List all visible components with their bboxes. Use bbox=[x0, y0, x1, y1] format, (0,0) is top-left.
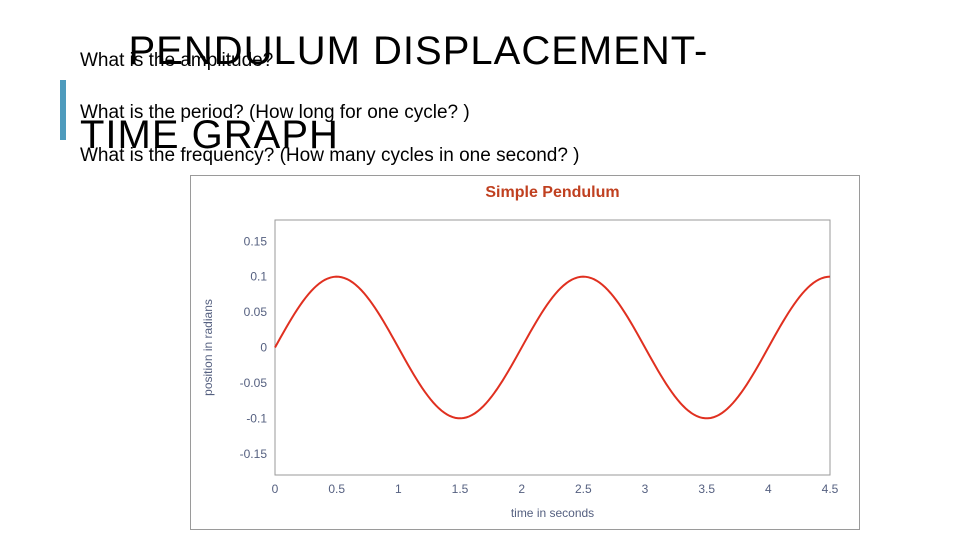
question-frequency: What is the frequency? (How many cycles … bbox=[80, 145, 580, 167]
chart-svg: 0 0.5 1 1.5 2 2.5 3 3.5 4 4.5 -0.15 -0.1 -0.05 0 0.05 0… bbox=[190, 175, 860, 530]
svg-text:3.5: 3.5 bbox=[698, 482, 715, 496]
svg-text:0.5: 0.5 bbox=[328, 482, 345, 496]
svg-text:2: 2 bbox=[518, 482, 525, 496]
svg-text:2.5: 2.5 bbox=[575, 482, 592, 496]
accent-bar bbox=[60, 80, 66, 140]
svg-text:4: 4 bbox=[765, 482, 772, 496]
svg-text:1.5: 1.5 bbox=[452, 482, 469, 496]
svg-text:position in radians: position in radians bbox=[201, 299, 215, 396]
svg-text:-0.15: -0.15 bbox=[240, 447, 268, 461]
svg-text:-0.1: -0.1 bbox=[246, 411, 267, 425]
svg-text:4.5: 4.5 bbox=[822, 482, 839, 496]
question-period: What is the period? (How long for one cy… bbox=[80, 102, 470, 124]
svg-text:1: 1 bbox=[395, 482, 402, 496]
svg-text:3: 3 bbox=[642, 482, 649, 496]
svg-text:0.05: 0.05 bbox=[244, 305, 268, 319]
svg-text:-0.05: -0.05 bbox=[240, 376, 268, 390]
svg-text:0.1: 0.1 bbox=[250, 270, 267, 284]
svg-text:0.15: 0.15 bbox=[244, 234, 268, 248]
svg-text:0: 0 bbox=[272, 482, 279, 496]
question-amplitude: What is the amplitude? bbox=[80, 50, 273, 72]
pendulum-chart: 0 0.5 1 1.5 2 2.5 3 3.5 4 4.5 -0.15 -0.1 -0.05 0 0.05 0… bbox=[190, 175, 860, 530]
svg-text:time in seconds: time in seconds bbox=[511, 506, 594, 520]
svg-text:Simple Pendulum: Simple Pendulum bbox=[485, 184, 619, 201]
svg-text:0: 0 bbox=[260, 341, 267, 355]
